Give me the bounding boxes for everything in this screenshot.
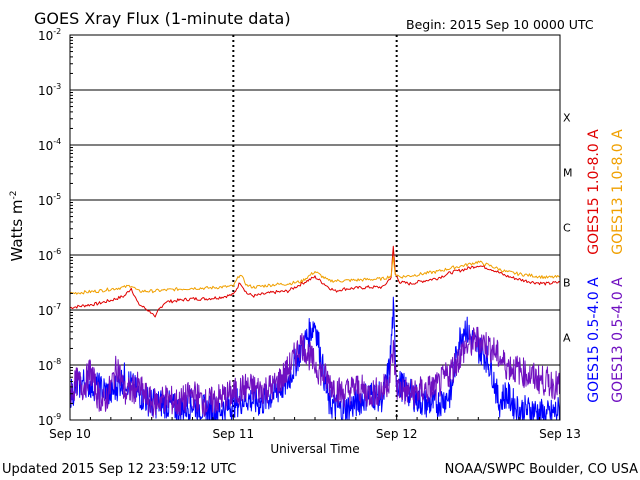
plot-grid <box>70 35 560 420</box>
legend: GOES15 1.0-8.0 A GOES13 1.0-8.0 A GOES15 0… <box>586 129 626 403</box>
flare-class-labels: A B C M X <box>563 112 573 345</box>
y-tick-exponent: -7 <box>53 302 61 311</box>
flare-class-label: X <box>563 112 571 125</box>
series-line <box>69 245 561 318</box>
credit-label: NOAA/SWPC Boulder, CO USA <box>445 462 638 477</box>
y-tick-label: 10-7 <box>38 302 61 318</box>
y-tick-label: 10-4 <box>38 137 61 153</box>
chart-title: GOES Xray Flux (1-minute data) <box>34 9 291 28</box>
x-tick-label: Sep 11 <box>212 427 254 441</box>
flare-class-label: B <box>563 277 571 290</box>
y-axis-label: Watts m-2 <box>8 190 26 261</box>
x-tick-label: Sep 13 <box>539 427 581 441</box>
x-tick-label: Sep 12 <box>376 427 418 441</box>
begin-label: Begin: 2015 Sep 10 0000 UTC <box>406 17 594 32</box>
x-axis-label: Universal Time <box>270 442 359 456</box>
plot-series <box>69 245 561 421</box>
y-tick-exponent: -8 <box>53 357 61 366</box>
series-line <box>69 256 561 295</box>
y-tick-exponent: -5 <box>53 192 61 201</box>
flare-class-label: A <box>563 332 571 345</box>
y-tick-exponent: -2 <box>53 27 61 36</box>
flare-class-label: C <box>563 222 571 235</box>
y-tick-label: 10-3 <box>38 82 61 98</box>
legend-entry: GOES13 0.5-4.0 A <box>610 277 626 403</box>
x-tick-label: Sep 10 <box>49 427 91 441</box>
x-axis-ticks: Sep 10 Sep 11 Sep 12 Sep 13 <box>49 414 581 441</box>
legend-entry: GOES13 1.0-8.0 A <box>610 129 626 255</box>
series-line <box>69 326 561 418</box>
flare-class-label: M <box>563 167 573 180</box>
legend-entry: GOES15 0.5-4.0 A <box>586 277 602 403</box>
y-tick-label: 10-5 <box>38 192 61 208</box>
y-tick-exponent: -9 <box>53 412 61 421</box>
y-tick-exponent: -4 <box>53 137 61 146</box>
y-axis-label-text: Watts m <box>8 199 26 261</box>
y-tick-label: 10-8 <box>38 357 61 373</box>
updated-label: Updated 2015 Sep 12 23:59:12 UTC <box>2 462 236 477</box>
y-tick-exponent: -3 <box>53 82 61 91</box>
y-tick-exponent: -6 <box>53 247 61 256</box>
y-axis-label-exponent: -2 <box>9 190 19 199</box>
y-tick-label: 10-2 <box>38 27 61 43</box>
y-tick-label: 10-6 <box>38 247 61 263</box>
y-tick-label: 10-9 <box>38 412 61 428</box>
legend-entry: GOES15 1.0-8.0 A <box>586 129 602 255</box>
